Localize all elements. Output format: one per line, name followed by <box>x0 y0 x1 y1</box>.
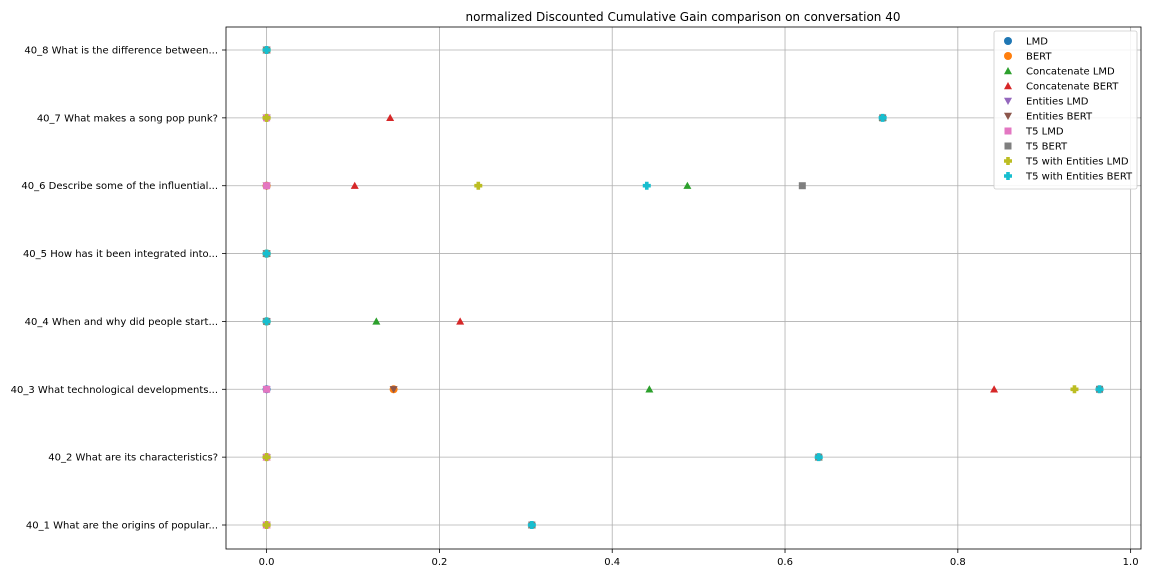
chart-title: normalized Discounted Cumulative Gain co… <box>466 10 901 24</box>
y-tick-label: 40_7 What makes a song pop punk? <box>37 113 218 124</box>
legend-label: Concatenate LMD <box>1026 67 1115 78</box>
x-tick-label: 0.4 <box>604 557 620 568</box>
data-point <box>263 385 271 393</box>
legend-marker <box>1004 37 1012 45</box>
x-tick-label: 1.0 <box>1123 557 1139 568</box>
legend-label: T5 with Entities LMD <box>1025 157 1129 168</box>
data-point <box>527 521 536 529</box>
data-point <box>990 385 999 393</box>
legend-label: Entities BERT <box>1026 112 1093 123</box>
data-point <box>262 46 271 54</box>
data-point <box>645 385 654 393</box>
legend-label: T5 LMD <box>1025 127 1064 138</box>
data-point <box>262 453 271 462</box>
data-point <box>878 113 887 122</box>
x-tick-label: 0.0 <box>259 557 275 568</box>
data-point <box>1095 385 1104 394</box>
legend-marker <box>1004 82 1012 90</box>
legend-label: BERT <box>1026 52 1052 63</box>
data-point <box>456 317 465 325</box>
data-point <box>683 181 692 189</box>
data-point <box>262 521 271 529</box>
legend-label: Concatenate BERT <box>1026 82 1119 93</box>
y-tick-label: 40_6 Describe some of the influential... <box>21 181 218 192</box>
plot-frame <box>225 26 1142 550</box>
y-axis: 40_1 What are the origins of popular... 4… <box>11 46 226 532</box>
data-point <box>474 181 483 190</box>
data-point <box>262 249 271 258</box>
x-tick-label: 0.2 <box>431 557 447 568</box>
legend-marker <box>1004 52 1012 60</box>
legend-marker <box>1004 67 1012 75</box>
data-point <box>350 181 359 189</box>
data-point <box>389 386 398 394</box>
data-point <box>386 113 395 122</box>
x-tick-label: 0.8 <box>950 557 966 568</box>
series-t5-with-entities-bert <box>262 46 1104 529</box>
data-point <box>263 182 271 190</box>
legend-label: T5 with Entities BERT <box>1025 172 1133 183</box>
y-tick-label: 40_3 What technological developments... <box>11 385 218 396</box>
y-tick-label: 40_1 What are the origins of popular... <box>26 521 218 532</box>
y-tick-label: 40_5 How has it been integrated into... <box>23 249 218 260</box>
data-point <box>262 317 271 326</box>
data-point <box>1070 385 1079 394</box>
legend-marker <box>1004 97 1012 105</box>
legend-marker <box>1004 112 1012 120</box>
x-axis: 0.0 0.2 0.4 0.6 0.8 1.0 <box>259 549 1139 568</box>
legend-marker <box>1004 172 1012 180</box>
data-point <box>372 317 381 325</box>
data-points <box>262 46 1104 529</box>
legend-marker <box>1004 127 1012 135</box>
legend-box <box>993 30 1138 190</box>
data-point <box>798 182 806 190</box>
data-point <box>262 113 271 122</box>
legend-label: LMD <box>1026 37 1048 48</box>
legend-marker <box>1004 142 1012 150</box>
x-tick-label: 0.6 <box>777 557 793 568</box>
legend-marker <box>1004 157 1012 165</box>
legend-label: Entities LMD <box>1026 97 1089 108</box>
data-point <box>814 453 823 462</box>
y-tick-label: 40_2 What are its characteristics? <box>48 453 218 464</box>
y-tick-label: 40_4 When and why did people start... <box>25 317 218 328</box>
legend: LMD BERT Concatenate LMD Concatenate BERT En… <box>993 30 1138 190</box>
data-point <box>642 181 651 190</box>
legend-label: T5 BERT <box>1025 142 1068 153</box>
y-tick-label: 40_8 What is the difference between... <box>24 46 218 57</box>
